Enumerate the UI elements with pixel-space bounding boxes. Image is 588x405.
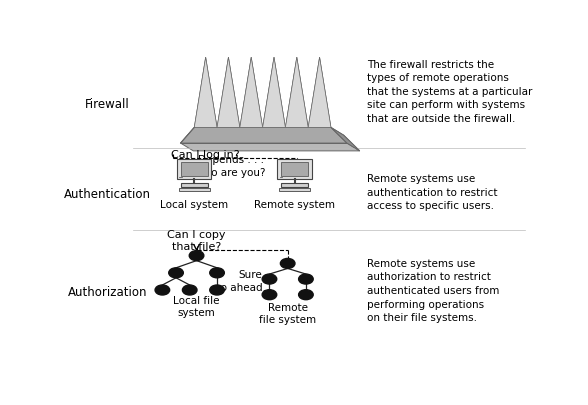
FancyBboxPatch shape bbox=[279, 188, 310, 192]
Polygon shape bbox=[240, 58, 263, 128]
Text: Authentication: Authentication bbox=[64, 187, 151, 200]
Polygon shape bbox=[217, 58, 240, 128]
Circle shape bbox=[189, 251, 204, 261]
Text: Depends . . .
who are you?: Depends . . . who are you? bbox=[196, 155, 265, 177]
Polygon shape bbox=[331, 128, 360, 151]
Text: Remote system: Remote system bbox=[254, 200, 335, 209]
Text: The firewall restricts the
types of remote operations
that the systems at a part: The firewall restricts the types of remo… bbox=[368, 60, 533, 124]
Polygon shape bbox=[308, 58, 331, 128]
Polygon shape bbox=[285, 58, 308, 128]
Polygon shape bbox=[181, 128, 347, 144]
FancyBboxPatch shape bbox=[177, 159, 211, 179]
Polygon shape bbox=[240, 58, 263, 128]
Polygon shape bbox=[285, 58, 308, 128]
Circle shape bbox=[210, 285, 225, 295]
Text: Remote
file system: Remote file system bbox=[259, 302, 316, 324]
Text: Can I copy
that file?: Can I copy that file? bbox=[168, 229, 226, 252]
Text: Firewall: Firewall bbox=[85, 98, 130, 111]
Circle shape bbox=[299, 274, 313, 284]
Polygon shape bbox=[194, 58, 217, 128]
FancyBboxPatch shape bbox=[181, 183, 208, 187]
Polygon shape bbox=[217, 58, 240, 128]
Polygon shape bbox=[194, 58, 217, 128]
Polygon shape bbox=[263, 58, 285, 128]
Polygon shape bbox=[263, 58, 285, 128]
Text: Can I log in?: Can I log in? bbox=[172, 149, 240, 160]
Text: Remote systems use
authentication to restrict
access to specific users.: Remote systems use authentication to res… bbox=[368, 173, 498, 211]
Circle shape bbox=[299, 290, 313, 300]
Polygon shape bbox=[331, 128, 360, 151]
Text: Authorization: Authorization bbox=[68, 286, 148, 298]
Text: Local file
system: Local file system bbox=[173, 295, 220, 317]
Polygon shape bbox=[308, 58, 331, 128]
Circle shape bbox=[280, 259, 295, 269]
Polygon shape bbox=[181, 144, 360, 151]
Circle shape bbox=[182, 285, 197, 295]
Text: Sure,
go ahead.: Sure, go ahead. bbox=[214, 269, 266, 292]
Text: Local system: Local system bbox=[160, 200, 228, 209]
FancyBboxPatch shape bbox=[181, 162, 208, 177]
Circle shape bbox=[210, 268, 225, 278]
Circle shape bbox=[155, 285, 170, 295]
Polygon shape bbox=[181, 128, 347, 144]
Circle shape bbox=[262, 274, 277, 284]
FancyBboxPatch shape bbox=[281, 183, 308, 187]
Text: Remote systems use
authorization to restrict
authenticated users from
performing: Remote systems use authorization to rest… bbox=[368, 258, 500, 322]
FancyBboxPatch shape bbox=[278, 159, 312, 179]
FancyBboxPatch shape bbox=[179, 188, 210, 192]
FancyBboxPatch shape bbox=[281, 162, 308, 177]
Circle shape bbox=[169, 268, 183, 278]
Circle shape bbox=[262, 290, 277, 300]
